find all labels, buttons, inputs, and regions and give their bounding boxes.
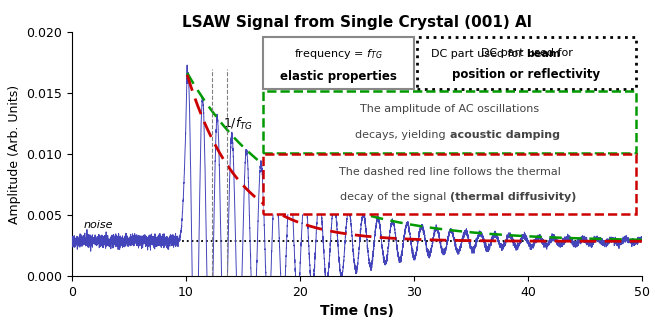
Text: decay of the signal: decay of the signal [340, 192, 449, 202]
FancyBboxPatch shape [263, 91, 636, 153]
FancyBboxPatch shape [263, 37, 414, 90]
FancyBboxPatch shape [263, 154, 636, 214]
Text: frequency = $f_{TG}$: frequency = $f_{TG}$ [294, 47, 383, 61]
Text: decays, yielding: decays, yielding [356, 130, 449, 141]
X-axis label: Time (ns): Time (ns) [320, 304, 394, 318]
Text: acoustic damping: acoustic damping [449, 130, 559, 141]
Text: elastic properties: elastic properties [280, 70, 397, 83]
FancyBboxPatch shape [417, 37, 636, 90]
Text: noise: noise [83, 221, 113, 230]
Text: (thermal diffusivity): (thermal diffusivity) [449, 192, 576, 202]
Text: $1/f_{TG}$: $1/f_{TG}$ [223, 116, 253, 132]
Text: The amplitude of AC oscillations: The amplitude of AC oscillations [360, 104, 539, 114]
Title: LSAW Signal from Single Crystal (001) Al: LSAW Signal from Single Crystal (001) Al [182, 14, 532, 30]
Text: DC part used for: DC part used for [431, 49, 527, 59]
Y-axis label: Amplitude (Arb. Units): Amplitude (Arb. Units) [8, 84, 21, 224]
Text: The dashed red line follows the thermal: The dashed red line follows the thermal [339, 167, 561, 177]
Text: beam: beam [527, 49, 561, 59]
Text: DC part used for: DC part used for [481, 48, 572, 58]
Text: position or reflectivity: position or reflectivity [453, 68, 601, 81]
